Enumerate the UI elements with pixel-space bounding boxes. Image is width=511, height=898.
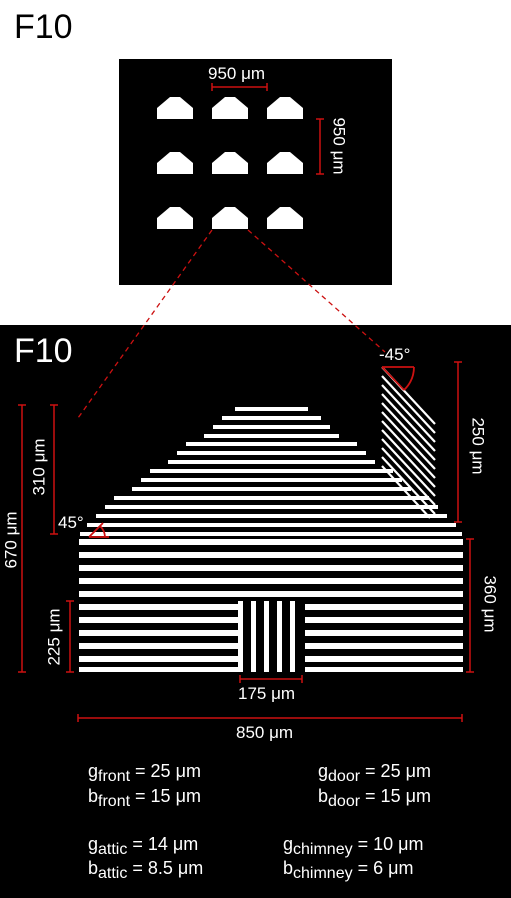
figure-label-bottom: F10 xyxy=(14,332,73,370)
roof-angle-label: 45° xyxy=(58,513,84,532)
house-cell xyxy=(212,207,248,229)
house-cell xyxy=(267,97,303,119)
house-array xyxy=(157,97,303,229)
wall-lines xyxy=(79,539,463,672)
house-cell xyxy=(267,207,303,229)
house-cell xyxy=(212,152,248,174)
legend-g-chimney: gchimney = 10 μm xyxy=(283,834,424,858)
door-lines xyxy=(238,601,295,672)
house-cell xyxy=(267,152,303,174)
legend-g-attic: gattic = 14 μm xyxy=(88,834,199,858)
house-cell xyxy=(157,97,193,119)
wall-height-label: 360 μm xyxy=(480,575,500,633)
legend-g-door: gdoor = 25 μm xyxy=(318,761,431,785)
legend-b-door: bdoor = 15 μm xyxy=(318,786,431,810)
total-height-label: 670 μm xyxy=(1,511,21,569)
angle-marks xyxy=(88,366,415,538)
figure-label-top: F10 xyxy=(14,8,73,46)
house-cell xyxy=(157,152,193,174)
legend-b-attic: battic = 8.5 μm xyxy=(88,858,204,882)
door-height-label: 225 μm xyxy=(44,608,64,666)
pitch-vertical-label: 950 μm xyxy=(329,117,349,175)
legend-b-chimney: bchimney = 6 μm xyxy=(283,858,414,882)
pitch-horizontal-label: 950 μm xyxy=(208,64,266,83)
total-width-label: 850 μm xyxy=(236,723,294,742)
house-cell xyxy=(157,207,193,229)
roof-height-label: 310 μm xyxy=(29,438,49,496)
legend-g-front: gfront = 25 μm xyxy=(88,761,201,785)
legend-b-front: bfront = 15 μm xyxy=(88,786,201,810)
door-width-label: 175 μm xyxy=(238,684,296,703)
roof-lines xyxy=(80,407,462,536)
house-cell xyxy=(212,97,248,119)
pitch-dimension-lines xyxy=(211,83,324,175)
chimney-height-label: 250 μm xyxy=(468,417,488,475)
house-grating xyxy=(79,366,463,672)
zoom-connector-lines xyxy=(77,229,386,419)
detail-dimension-lines xyxy=(18,361,474,722)
chimney-lines xyxy=(381,366,436,519)
chimney-angle-label: -45° xyxy=(379,345,411,364)
